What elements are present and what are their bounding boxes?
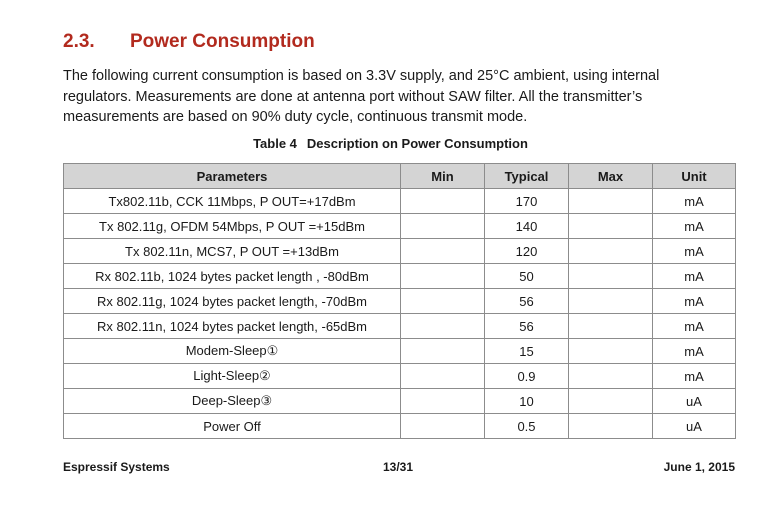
cell-unit: mA (652, 238, 736, 264)
cell-typical: 56 (484, 288, 569, 314)
cell-parameter: Light-Sleep② (63, 363, 401, 389)
header-parameters: Parameters (63, 163, 401, 189)
header-max: Max (568, 163, 653, 189)
cell-unit: mA (652, 213, 736, 239)
table-caption-title: Description on Power Consumption (306, 136, 528, 151)
footer-page-number: 13/31 (383, 460, 414, 474)
table-caption-number: Table 4 (253, 136, 297, 151)
table-row: Light-Sleep② 0.9 mA (63, 363, 736, 389)
cell-min (400, 363, 485, 389)
cell-max (568, 413, 653, 439)
cell-max (568, 213, 653, 239)
cell-parameter: Deep-Sleep③ (63, 388, 401, 414)
cell-typical: 50 (484, 263, 569, 289)
cell-min (400, 188, 485, 214)
cell-unit: mA (652, 188, 736, 214)
cell-parameter: Tx 802.11n, MCS7, P OUT =+13dBm (63, 238, 401, 264)
cell-max (568, 288, 653, 314)
cell-parameter: Tx802.11b, CCK 11Mbps, P OUT=+17dBm (63, 188, 401, 214)
section-title: Power Consumption (130, 31, 315, 52)
header-typical: Typical (484, 163, 569, 189)
cell-unit: mA (652, 263, 736, 289)
cell-unit: mA (652, 313, 736, 339)
cell-typical: 140 (484, 213, 569, 239)
table-caption: Table 4 Description on Power Consumption (0, 136, 781, 151)
cell-typical: 120 (484, 238, 569, 264)
cell-min (400, 263, 485, 289)
table-row: Tx 802.11n, MCS7, P OUT =+13dBm 120 mA (63, 238, 736, 264)
table-row: Power Off 0.5 uA (63, 413, 736, 439)
cell-parameter: Modem-Sleep① (63, 338, 401, 364)
cell-max (568, 338, 653, 364)
header-unit: Unit (652, 163, 736, 189)
cell-max (568, 313, 653, 339)
cell-parameter: Tx 802.11g, OFDM 54Mbps, P OUT =+15dBm (63, 213, 401, 239)
cell-min (400, 313, 485, 339)
cell-max (568, 263, 653, 289)
cell-unit: mA (652, 288, 736, 314)
table-header-row: Parameters Min Typical Max Unit (63, 163, 736, 189)
footer-date: June 1, 2015 (663, 460, 735, 474)
header-min: Min (400, 163, 485, 189)
cell-min (400, 213, 485, 239)
section-heading: 2.3. Power Consumption (63, 30, 315, 54)
cell-typical: 10 (484, 388, 569, 414)
cell-unit: uA (652, 413, 736, 439)
table-row: Tx802.11b, CCK 11Mbps, P OUT=+17dBm 170 … (63, 188, 736, 214)
cell-parameter: Rx 802.11b, 1024 bytes packet length , -… (63, 263, 401, 289)
cell-max (568, 363, 653, 389)
cell-parameter: Rx 802.11g, 1024 bytes packet length, -7… (63, 288, 401, 314)
page-footer: Espressif Systems 13/31 June 1, 2015 (63, 460, 735, 476)
cell-typical: 170 (484, 188, 569, 214)
table-row: Rx 802.11b, 1024 bytes packet length , -… (63, 263, 736, 289)
table-row: Deep-Sleep③ 10 uA (63, 388, 736, 414)
cell-min (400, 238, 485, 264)
cell-min (400, 413, 485, 439)
intro-paragraph: The following current consumption is bas… (63, 68, 660, 125)
table-row: Rx 802.11g, 1024 bytes packet length, -7… (63, 288, 736, 314)
cell-parameter: Rx 802.11n, 1024 bytes packet length, -6… (63, 313, 401, 339)
cell-max (568, 388, 653, 414)
cell-max (568, 238, 653, 264)
table-row: Rx 802.11n, 1024 bytes packet length, -6… (63, 313, 736, 339)
cell-min (400, 388, 485, 414)
section-number: 2.3. (63, 31, 95, 52)
cell-unit: uA (652, 388, 736, 414)
cell-typical: 0.9 (484, 363, 569, 389)
cell-parameter: Power Off (63, 413, 401, 439)
footer-company: Espressif Systems (63, 460, 170, 474)
cell-min (400, 338, 485, 364)
cell-typical: 0.5 (484, 413, 569, 439)
power-consumption-table: Parameters Min Typical Max Unit Tx802.11… (63, 163, 736, 439)
table-row: Tx 802.11g, OFDM 54Mbps, P OUT =+15dBm 1… (63, 213, 736, 239)
cell-max (568, 188, 653, 214)
table-row: Modem-Sleep① 15 mA (63, 338, 736, 364)
cell-unit: mA (652, 363, 736, 389)
cell-unit: mA (652, 338, 736, 364)
cell-typical: 56 (484, 313, 569, 339)
cell-typical: 15 (484, 338, 569, 364)
cell-min (400, 288, 485, 314)
